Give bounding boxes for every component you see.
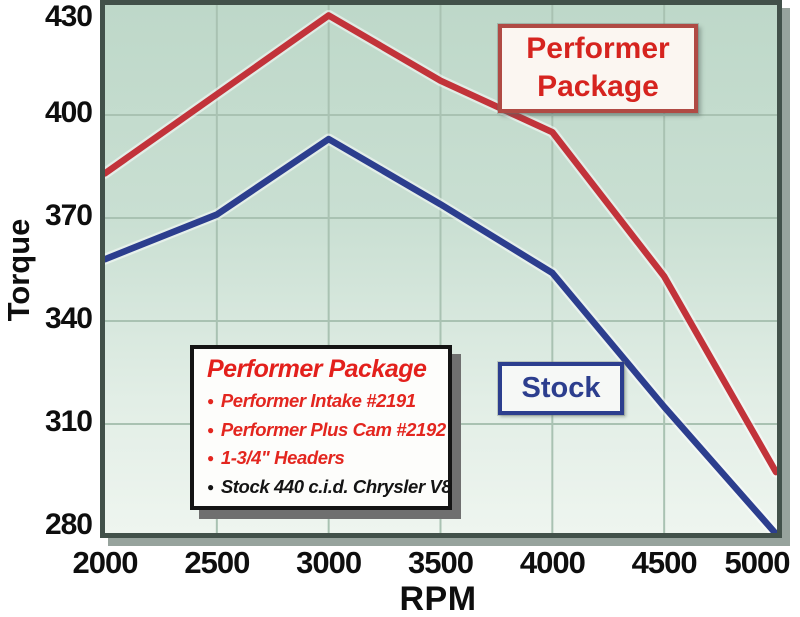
y-tick-label: 400 bbox=[44, 96, 93, 129]
legend-item-label: Performer Plus Cam #2192 bbox=[220, 418, 446, 440]
stock-curve bbox=[105, 135, 777, 533]
legend-item-label: 1-3/4" Headers bbox=[220, 447, 345, 468]
x-tick-label: 4000 bbox=[519, 545, 586, 580]
bullet-icon: ● bbox=[207, 422, 214, 437]
legend-item: ● Performer Intake #2191 bbox=[207, 387, 440, 416]
legend-box: Performer Package ● Performer Intake #219… bbox=[190, 345, 452, 510]
performer-package-callout: Performer Package bbox=[498, 24, 698, 113]
x-tick-label: 5000 bbox=[724, 545, 791, 580]
x-tick-label: 3000 bbox=[296, 545, 362, 580]
legend-item-list: ● Performer Intake #2191 ● Performer Plus C… bbox=[207, 387, 452, 502]
bullet-icon: ● bbox=[207, 451, 214, 465]
performer-package-curve bbox=[105, 12, 777, 476]
y-tick-label: 430 bbox=[44, 0, 93, 33]
y-axis-title: Torque bbox=[1, 218, 36, 322]
legend-item-label: Stock 440 c.i.d. Chrysler V8 bbox=[220, 475, 452, 497]
bullet-icon: ● bbox=[207, 394, 214, 408]
performer-package-callout-line2: Package bbox=[537, 70, 659, 103]
legend-item-label: Performer Intake #2191 bbox=[220, 390, 416, 411]
y-tick-label: 340 bbox=[44, 302, 93, 335]
legend-item: ● 1-3/4" Headers bbox=[207, 444, 440, 473]
x-axis-title: RPM bbox=[399, 580, 477, 617]
x-tick-label: 4500 bbox=[631, 545, 698, 580]
x-tick-label: 2000 bbox=[72, 545, 139, 580]
legend-item: ● Stock 440 c.i.d. Chrysler V8 bbox=[207, 473, 452, 502]
y-tick-label: 280 bbox=[44, 508, 93, 541]
x-tick-label: 3500 bbox=[408, 545, 474, 580]
performer-package-callout-line1: Performer bbox=[526, 32, 670, 65]
x-tick-label: 2500 bbox=[184, 545, 250, 580]
legend-item: ● Performer Plus Cam #2192 bbox=[207, 416, 446, 445]
bullet-icon: ● bbox=[207, 479, 214, 494]
stock-callout: Stock bbox=[498, 362, 624, 415]
y-tick-label: 370 bbox=[44, 199, 93, 232]
y-tick-label: 310 bbox=[44, 405, 93, 438]
legend-title: Performer Package bbox=[207, 355, 427, 383]
